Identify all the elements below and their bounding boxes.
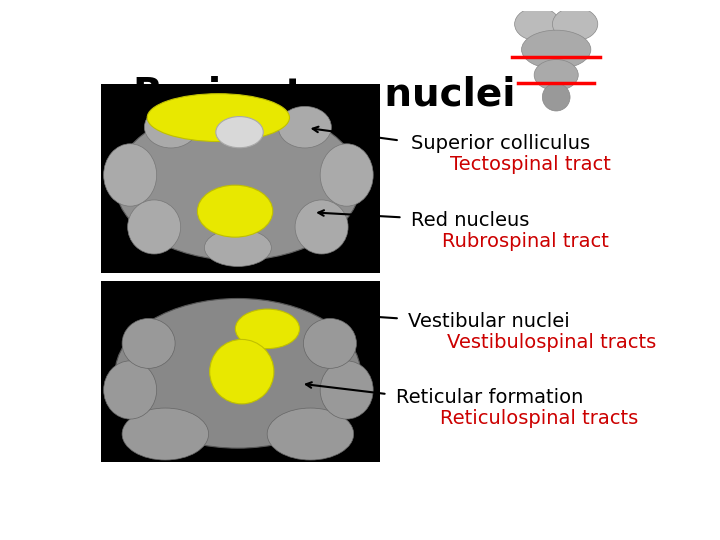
Text: Rubrospinal tract: Rubrospinal tract	[441, 232, 608, 251]
Ellipse shape	[216, 117, 264, 148]
Text: Tectospinal tract: Tectospinal tract	[450, 155, 611, 174]
Ellipse shape	[267, 408, 354, 460]
Ellipse shape	[122, 408, 209, 460]
Ellipse shape	[145, 106, 197, 148]
Text: Reticular formation: Reticular formation	[396, 388, 583, 407]
Ellipse shape	[320, 361, 373, 419]
Text: Vestibular nuclei: Vestibular nuclei	[408, 312, 570, 331]
Ellipse shape	[104, 144, 157, 206]
Text: Brain stem nuclei: Brain stem nuclei	[133, 75, 516, 113]
Ellipse shape	[279, 106, 331, 148]
Ellipse shape	[542, 83, 570, 111]
Ellipse shape	[295, 200, 348, 254]
Text: Reticulospinal tracts: Reticulospinal tracts	[441, 409, 639, 428]
Ellipse shape	[235, 309, 300, 349]
Ellipse shape	[122, 319, 175, 368]
Ellipse shape	[303, 319, 356, 368]
Ellipse shape	[320, 144, 373, 206]
Ellipse shape	[104, 361, 157, 419]
Ellipse shape	[197, 185, 273, 237]
Bar	[101, 281, 380, 462]
Text: Red nucleus: Red nucleus	[411, 211, 529, 230]
Ellipse shape	[515, 8, 560, 40]
Text: Superior colliculus: Superior colliculus	[411, 134, 590, 153]
Ellipse shape	[521, 30, 591, 69]
Ellipse shape	[127, 200, 181, 254]
Ellipse shape	[115, 299, 361, 448]
Ellipse shape	[552, 8, 598, 40]
Ellipse shape	[210, 340, 274, 404]
Ellipse shape	[204, 229, 271, 266]
Bar	[101, 84, 380, 273]
Ellipse shape	[534, 59, 578, 91]
Ellipse shape	[115, 106, 361, 260]
Text: Vestibulospinal tracts: Vestibulospinal tracts	[447, 333, 657, 352]
Ellipse shape	[147, 94, 289, 141]
